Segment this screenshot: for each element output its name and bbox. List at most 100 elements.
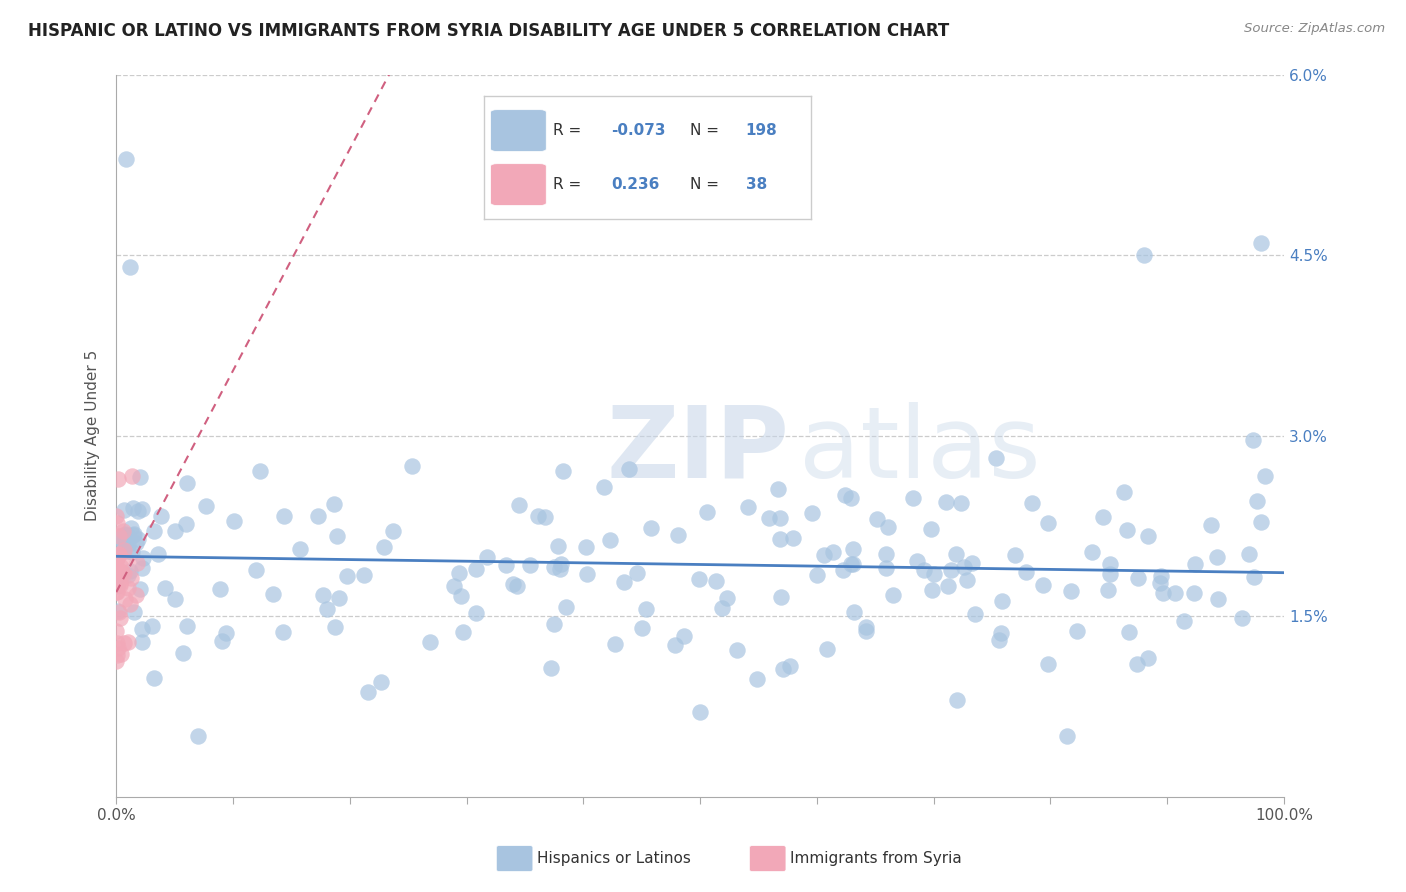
Point: [540, 660, 562, 674]
Point: [122, 528, 145, 542]
Point: [882, 588, 904, 602]
Point: [141, 619, 163, 633]
Point: [381, 524, 404, 538]
Point: [449, 566, 471, 581]
Point: [353, 567, 375, 582]
Point: [689, 706, 711, 720]
Point: [806, 567, 828, 582]
Point: [112, 566, 135, 581]
Point: [110, 647, 132, 661]
Point: [121, 501, 143, 516]
Point: [108, 529, 131, 543]
Point: [108, 577, 131, 591]
Point: [823, 545, 845, 559]
Point: [1099, 566, 1122, 581]
Point: [841, 541, 863, 556]
Point: [105, 553, 128, 567]
Point: [1097, 583, 1119, 598]
Point: [163, 524, 186, 538]
Point: [114, 536, 136, 550]
Point: [543, 617, 565, 632]
Point: [842, 557, 865, 571]
Point: [1206, 549, 1229, 564]
Point: [370, 674, 392, 689]
Point: [938, 579, 960, 593]
Point: [1243, 570, 1265, 584]
Point: [1254, 469, 1277, 483]
Point: [626, 566, 648, 581]
Point: [105, 624, 128, 639]
Point: [991, 594, 1014, 608]
Point: [1091, 509, 1114, 524]
Point: [108, 528, 131, 542]
Point: [877, 519, 900, 533]
Point: [110, 531, 132, 545]
Point: [949, 496, 972, 510]
Point: [1115, 523, 1137, 537]
Point: [120, 521, 142, 535]
Point: [118, 597, 141, 611]
Point: [935, 495, 957, 509]
Point: [114, 527, 136, 541]
Point: [112, 636, 135, 650]
Point: [475, 550, 498, 565]
Point: [105, 564, 128, 578]
Point: [1136, 528, 1159, 542]
Point: [839, 491, 862, 506]
Point: [1206, 591, 1229, 606]
Point: [551, 464, 574, 478]
Point: [129, 470, 152, 484]
Point: [1250, 515, 1272, 529]
Point: [110, 533, 132, 547]
Point: [941, 563, 963, 577]
Point: [1021, 496, 1043, 510]
Point: [450, 589, 472, 603]
Point: [905, 554, 928, 568]
Point: [696, 505, 718, 519]
Point: [326, 529, 349, 543]
Point: [120, 260, 142, 274]
Point: [187, 730, 209, 744]
Point: [419, 635, 441, 649]
Point: [215, 625, 238, 640]
Point: [1036, 516, 1059, 530]
Text: Hispanics or Latinos: Hispanics or Latinos: [537, 852, 690, 866]
Text: Immigrants from Syria: Immigrants from Syria: [790, 852, 962, 866]
Point: [163, 591, 186, 606]
Point: [108, 576, 131, 591]
Point: [465, 607, 488, 621]
Point: [745, 672, 768, 686]
Point: [737, 500, 759, 515]
Point: [769, 511, 792, 525]
Point: [132, 551, 155, 566]
Point: [547, 539, 569, 553]
Point: [779, 658, 801, 673]
Point: [176, 619, 198, 633]
Point: [548, 562, 571, 576]
Point: [322, 497, 344, 511]
Point: [120, 571, 142, 585]
Point: [108, 611, 131, 625]
Point: [1246, 493, 1268, 508]
Point: [105, 577, 128, 591]
Point: [211, 634, 233, 648]
Point: [593, 480, 616, 494]
Point: [834, 488, 856, 502]
Point: [921, 582, 943, 597]
Point: [664, 638, 686, 652]
Point: [121, 544, 143, 558]
Point: [148, 547, 170, 561]
Point: [1004, 548, 1026, 562]
Point: [107, 472, 129, 486]
Point: [1118, 624, 1140, 639]
Point: [903, 491, 925, 506]
Point: [1199, 517, 1222, 532]
Point: [555, 599, 578, 614]
Point: [502, 577, 524, 591]
Point: [290, 542, 312, 557]
Point: [107, 562, 129, 576]
Point: [129, 582, 152, 596]
Point: [772, 661, 794, 675]
Point: [262, 587, 284, 601]
Point: [1038, 657, 1060, 672]
